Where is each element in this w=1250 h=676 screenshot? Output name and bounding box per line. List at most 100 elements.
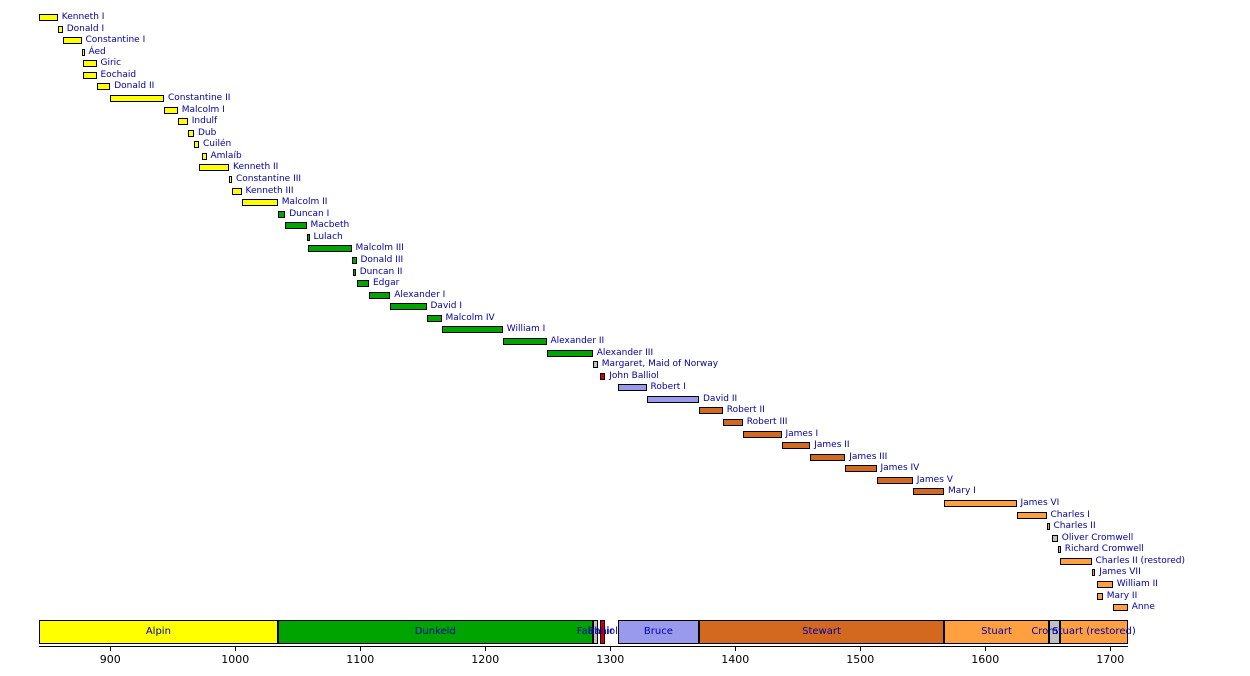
monarch-label: Malcolm I xyxy=(181,104,225,115)
monarch-label: Eochaid xyxy=(100,69,137,80)
reign-bar xyxy=(1096,580,1113,588)
monarch-label: William II xyxy=(1116,578,1158,589)
reign-bar xyxy=(164,106,178,114)
reign-bar xyxy=(502,337,547,345)
reign-bar xyxy=(1091,569,1096,577)
reign-bar xyxy=(617,384,647,392)
monarch-label: James IV xyxy=(880,463,920,474)
monarch-label: Edgar xyxy=(373,278,400,289)
reign-bar xyxy=(944,499,1017,507)
monarch-label: John Balliol xyxy=(609,370,659,381)
reign-bar xyxy=(285,222,307,230)
x-axis-tick-label: 1100 xyxy=(346,653,375,666)
monarch-label: Giric xyxy=(100,58,122,69)
monarch-label: David I xyxy=(430,301,463,312)
reign-bar xyxy=(1060,557,1092,565)
house-band-cromwell xyxy=(1049,620,1061,644)
monarch-label: James VII xyxy=(1099,567,1141,578)
monarch-label: David II xyxy=(703,393,738,404)
reign-bar xyxy=(1051,534,1058,542)
monarch-label: Amlaíb xyxy=(210,150,242,161)
house-band-stuart-restored- xyxy=(1060,620,1128,644)
reign-bar xyxy=(810,453,846,461)
x-axis-tick-label: 1500 xyxy=(846,653,875,666)
house-band-label: Fairhair xyxy=(576,626,614,637)
house-band-label: Cromwell xyxy=(1031,626,1078,637)
monarch-label: Kenneth I xyxy=(61,12,105,22)
x-axis-tick-label: 1200 xyxy=(471,653,500,666)
x-axis-tick xyxy=(360,646,362,651)
monarch-label: Margaret, Maid of Norway xyxy=(601,359,719,370)
reign-bar xyxy=(307,245,352,253)
monarch-label: Kenneth III xyxy=(245,185,294,196)
reign-bar xyxy=(241,199,278,207)
reign-bar xyxy=(277,210,286,218)
monarch-label: Duncan I xyxy=(289,208,330,219)
reign-bar xyxy=(62,37,82,45)
monarch-label: Charles II xyxy=(1053,521,1096,532)
reign-bar xyxy=(742,430,782,438)
house-band-stewart xyxy=(699,620,944,644)
reign-bar xyxy=(1016,511,1047,519)
monarch-label: Donald I xyxy=(66,23,105,34)
reign-bar xyxy=(82,60,97,68)
house-band-label: Stuart (restored) xyxy=(1052,626,1136,637)
monarch-label: Anne xyxy=(1131,602,1155,613)
monarch-label: James I xyxy=(785,428,819,439)
reign-bar xyxy=(1046,523,1050,531)
monarch-label: Alexander I xyxy=(394,289,446,300)
monarch-label: William I xyxy=(506,324,546,335)
monarch-label: Alexander II xyxy=(550,335,605,346)
monarch-label: James II xyxy=(814,440,850,451)
monarch-label: Alexander III xyxy=(596,347,654,358)
monarch-label: Áed xyxy=(88,46,106,57)
monarch-label: Duncan II xyxy=(359,266,403,277)
reign-bar xyxy=(231,187,242,195)
reign-bar xyxy=(81,48,85,56)
house-band-balliol xyxy=(600,620,606,644)
monarch-label: Malcolm III xyxy=(355,243,404,254)
house-band-label: Bruce xyxy=(643,626,673,637)
reign-bar xyxy=(845,465,877,473)
reign-bar xyxy=(441,326,503,334)
x-axis-tick-label: 1700 xyxy=(1096,653,1125,666)
reign-bar xyxy=(426,314,442,322)
reign-bar xyxy=(96,83,111,91)
monarch-label: James III xyxy=(849,451,888,462)
monarch-label: Richard Cromwell xyxy=(1064,544,1144,555)
reign-bar xyxy=(351,256,357,264)
house-band-label: Alpin xyxy=(145,626,171,637)
reign-bar xyxy=(876,476,913,484)
reign-bar xyxy=(39,14,58,21)
monarch-label: Donald II xyxy=(114,81,155,92)
reign-bar xyxy=(229,175,232,183)
monarch-label: Donald III xyxy=(360,254,404,265)
monarch-label: Macbeth xyxy=(310,220,350,231)
reign-bar xyxy=(57,25,63,33)
x-axis-tick xyxy=(1110,646,1112,651)
monarch-label: James V xyxy=(916,474,953,485)
monarch-label: Charles II (restored) xyxy=(1095,555,1186,566)
x-axis-tick xyxy=(735,646,737,651)
x-axis-tick xyxy=(110,646,112,651)
monarch-label: Indulf xyxy=(191,116,218,127)
reign-bar xyxy=(306,233,310,241)
x-axis-tick xyxy=(610,646,612,651)
house-band-label: Stuart xyxy=(981,626,1012,637)
reign-bar xyxy=(187,129,194,137)
monarch-label: Charles I xyxy=(1050,509,1090,520)
reign-bar xyxy=(390,303,427,311)
house-band-label: Stewart xyxy=(802,626,841,637)
x-axis-line xyxy=(39,646,1128,647)
house-band-alpin xyxy=(39,620,278,644)
x-axis-tick-label: 1400 xyxy=(721,653,750,666)
monarch-label: Oliver Cromwell xyxy=(1061,532,1134,543)
reign-bar xyxy=(201,152,207,160)
reign-bar xyxy=(1112,604,1128,612)
reign-bar xyxy=(82,71,97,79)
reign-bar xyxy=(1057,546,1061,554)
x-axis-tick xyxy=(485,646,487,651)
house-band-fairhair xyxy=(592,620,598,644)
reign-bar xyxy=(600,372,606,380)
